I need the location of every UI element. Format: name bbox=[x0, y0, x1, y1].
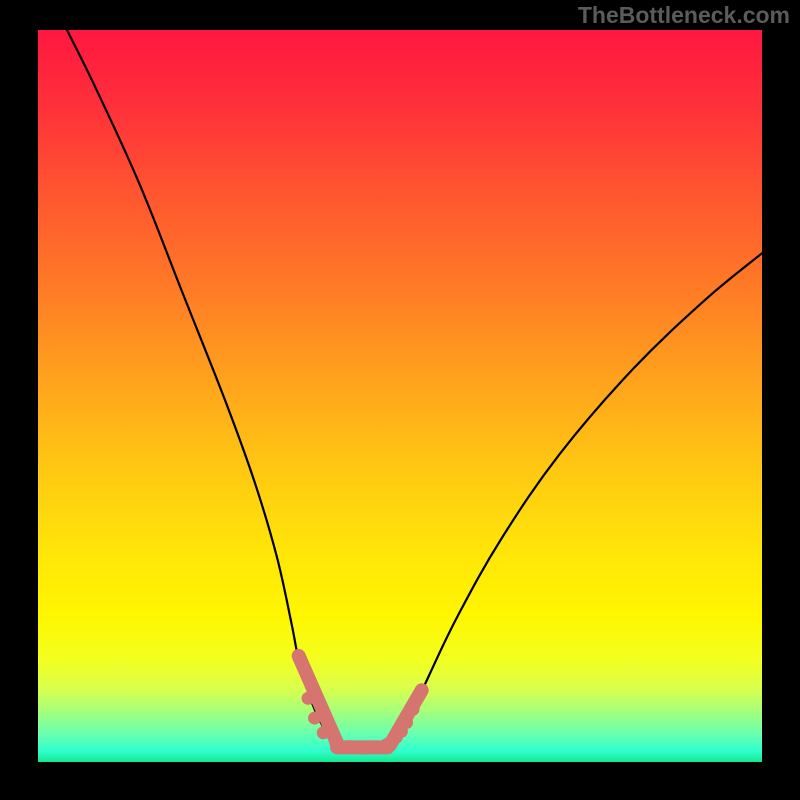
marker-dot bbox=[356, 742, 369, 755]
marker-dot bbox=[317, 726, 330, 739]
marker-dot bbox=[369, 741, 382, 754]
marker-dot bbox=[407, 703, 420, 716]
marker-dot bbox=[293, 651, 306, 664]
gradient-background bbox=[38, 30, 762, 762]
figure-root: TheBottleneck.com bbox=[0, 0, 800, 800]
marker-dot bbox=[302, 692, 315, 705]
marker-dot bbox=[414, 687, 427, 700]
marker-dot bbox=[343, 740, 356, 753]
watermark-text: TheBottleneck.com bbox=[578, 2, 790, 29]
marker-dot bbox=[308, 712, 321, 725]
marker-dot bbox=[329, 736, 342, 749]
chart-svg bbox=[38, 30, 762, 762]
plot-area bbox=[38, 30, 762, 762]
marker-dot bbox=[400, 716, 413, 729]
